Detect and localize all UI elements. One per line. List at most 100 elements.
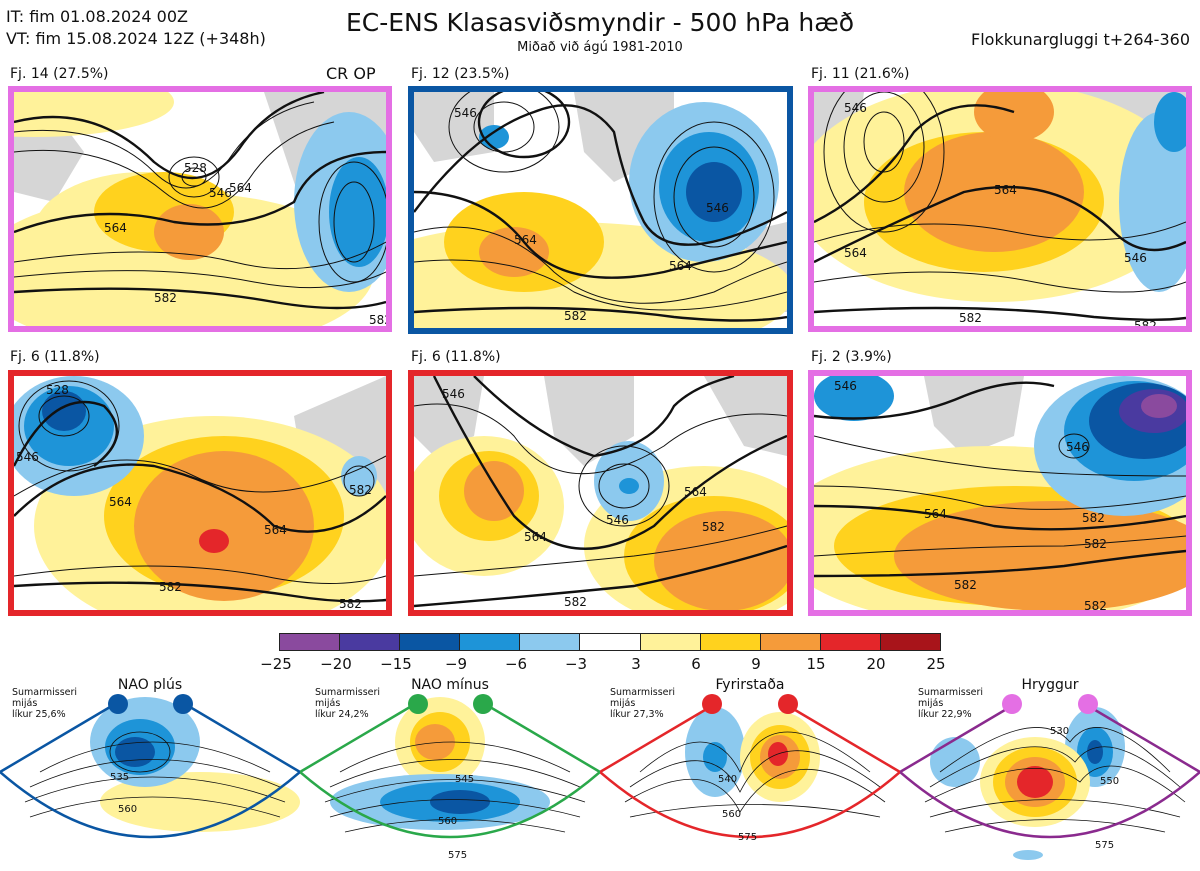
contour-label: 560: [438, 816, 457, 827]
colorbar-tick: −25: [260, 655, 292, 673]
contour-main: [14, 150, 386, 234]
contour-label: 546: [16, 450, 39, 464]
contour: [629, 804, 881, 818]
colorbar-swatch: [880, 634, 941, 650]
anomaly-negative: [42, 391, 86, 431]
contour-main: [14, 400, 118, 467]
regime-nao-minus-svg: 545 560 575: [300, 694, 600, 861]
contour-label: 550: [1100, 776, 1119, 787]
contour-label: 528: [46, 383, 69, 397]
regime-note-line: líkur 22,9%: [918, 709, 972, 720]
regime-marker-dot: [778, 694, 798, 714]
panel-1-extra-label: CR OP: [326, 64, 376, 83]
contour: [1058, 433, 1090, 459]
contour-label: 582: [1082, 511, 1105, 525]
anomaly-positive: [134, 451, 314, 601]
colorbar-swatch: [340, 634, 401, 650]
contour: [924, 765, 1186, 803]
anomaly-positive: [974, 92, 1054, 142]
cluster-map-2: 546 546 564 564 582: [408, 86, 793, 334]
anomaly-negative: [115, 737, 155, 767]
contour: [939, 727, 1171, 773]
contour-label: 564: [844, 246, 867, 260]
contour: [414, 403, 787, 475]
colorbar-tick: 25: [926, 655, 946, 673]
contour: [929, 746, 1181, 788]
anomaly-negative: [814, 376, 894, 421]
regime-note: Sumarmisseri mijás líkur 25,6%: [12, 687, 77, 720]
colorbar-swatch: [280, 634, 341, 650]
colorbar-swatch: [640, 634, 701, 650]
cluster-map-5-svg: 546 546 564 564 582 582: [414, 376, 787, 610]
contour: [343, 465, 375, 497]
contour: [814, 271, 1186, 293]
anomaly-negative: [1013, 850, 1043, 860]
regime-note-line: Sumarmisseri: [918, 687, 984, 698]
colorbar-swatch: [700, 634, 761, 650]
regime-note-line: mijás: [610, 698, 636, 709]
panel-3-label: Fj. 11 (21.6%): [811, 66, 910, 82]
init-time: IT: fim 01.08.2024 00Z: [6, 7, 188, 26]
anomaly-positive: [464, 461, 524, 521]
regime-marker-dot: [1002, 694, 1022, 714]
contour-label: 582: [349, 483, 372, 497]
cluster-map-2-svg: 546 546 564 564 582: [414, 92, 787, 328]
contour-label: 582: [702, 520, 725, 534]
cluster-map-1-svg: 528 546 564 564 582 582: [14, 92, 386, 326]
contour-main: [814, 104, 1015, 224]
cluster-map-5: 546 546 564 564 582 582: [408, 370, 793, 616]
regime-note-line: Sumarmisseri: [315, 687, 381, 698]
colorbar-swatch: [760, 634, 821, 650]
regime-nao-plus: 535 560 NAO plús Sumarmisseri mijás líku…: [0, 672, 300, 867]
contour: [823, 92, 945, 233]
colorbar-tick: 6: [691, 655, 701, 673]
contour-main: [414, 190, 787, 279]
colorbar-tick: 20: [866, 655, 886, 673]
contour-label: 540: [718, 774, 737, 785]
contour-label: 575: [1095, 840, 1114, 851]
contour-label: 582: [564, 309, 587, 323]
page-subtitle: Miðað við ágú 1981-2010: [517, 40, 683, 55]
contour: [14, 565, 386, 584]
regime-marker-dot: [702, 694, 722, 714]
anomaly-positive: [894, 501, 1186, 610]
contour: [29, 759, 281, 788]
contour-label: 545: [455, 774, 474, 785]
classification-window: Flokkunargluggi t+264-360: [971, 30, 1190, 49]
contour-main: [477, 92, 571, 159]
contour-label: 564: [514, 233, 537, 247]
contour-main: [14, 463, 386, 533]
regime-marker-dot: [1078, 694, 1098, 714]
contour-main: [473, 376, 735, 458]
contour: [339, 741, 571, 773]
contour: [29, 796, 281, 818]
contour-label: 575: [448, 850, 467, 861]
anomaly-negative: [1154, 92, 1186, 152]
contour-label: 575: [738, 832, 757, 843]
contour-main: [432, 376, 787, 550]
contour: [414, 259, 787, 311]
panel-1-label: Fj. 14 (27.5%): [10, 66, 109, 82]
regime-name: Hryggur: [1021, 677, 1079, 693]
colorbar-tick: 15: [806, 655, 826, 673]
contour: [109, 731, 171, 773]
contour-label: 582: [1084, 537, 1107, 551]
contour: [653, 121, 775, 273]
contour-label: 546: [442, 387, 465, 401]
valid-time: VT: fim 15.08.2024 12Z (+348h): [6, 29, 266, 48]
contour-label: 582: [159, 580, 182, 594]
land: [704, 376, 787, 456]
contour: [578, 445, 670, 527]
regime-marker-dot: [108, 694, 128, 714]
contour-label: 546: [209, 186, 232, 200]
contour-label: 564: [264, 523, 287, 537]
contour-label: 530: [1050, 726, 1069, 737]
regime-marker-dot: [173, 694, 193, 714]
sector-outline: [900, 705, 1200, 839]
sector-outline: [0, 705, 300, 839]
anomaly-positive: [654, 511, 787, 610]
contour: [598, 463, 650, 509]
contour: [39, 741, 271, 773]
contour: [629, 750, 881, 793]
regime-note-line: mijás: [918, 698, 944, 709]
